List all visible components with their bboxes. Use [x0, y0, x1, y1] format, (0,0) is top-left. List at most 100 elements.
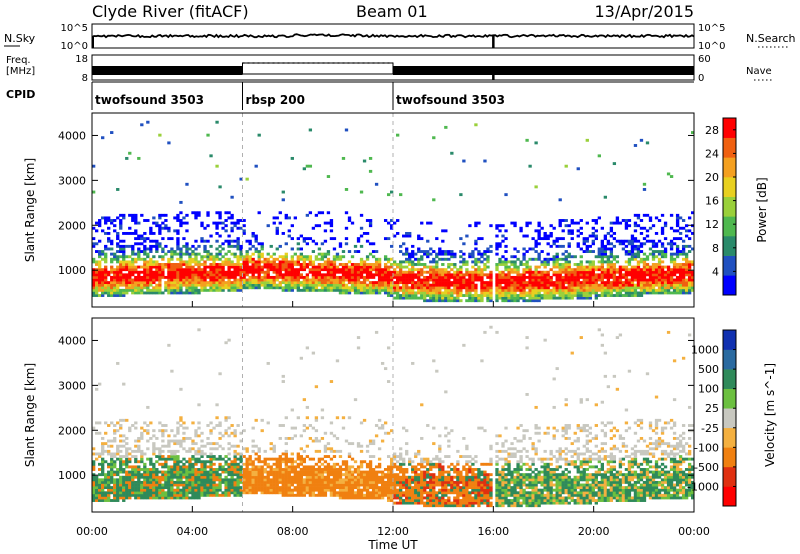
power-cell — [669, 213, 674, 217]
power-cell — [179, 265, 183, 269]
velocity-cell — [164, 465, 168, 469]
power-cell — [483, 268, 487, 272]
power-cell — [549, 283, 553, 287]
power-cell — [227, 211, 231, 215]
power-cell — [690, 260, 695, 264]
power-cell — [287, 283, 291, 287]
velocity-cell — [107, 473, 111, 477]
power-cell — [606, 281, 611, 285]
power-cell — [459, 250, 463, 253]
velocity-cell — [221, 468, 225, 471]
power-cell — [516, 275, 520, 279]
y-tick-label: 1000 — [58, 264, 86, 277]
velocity-cell — [227, 493, 231, 497]
power-cell — [149, 281, 153, 285]
power-cell — [161, 237, 165, 241]
velocity-cell — [224, 416, 228, 420]
power-cell — [654, 291, 659, 295]
velocity-cell — [164, 486, 168, 490]
velocity-cell — [290, 426, 294, 430]
power-cell — [122, 268, 126, 272]
power-cell — [248, 242, 252, 246]
power-cell — [669, 270, 674, 274]
power-cell — [101, 252, 105, 256]
power-cell — [362, 286, 367, 290]
power-cell — [95, 294, 99, 297]
power-cell — [263, 275, 267, 279]
power-cell — [663, 288, 668, 292]
power-cell — [179, 268, 183, 272]
power-cell — [332, 273, 337, 277]
power-cell — [197, 244, 201, 248]
power-cell — [176, 216, 180, 220]
power-cell — [92, 260, 96, 264]
power-cell — [621, 288, 626, 292]
power-cell — [423, 281, 427, 285]
power-cell — [474, 286, 478, 290]
power-cell — [453, 252, 457, 256]
power-cell — [564, 255, 568, 259]
power-cell — [543, 291, 547, 295]
velocity-cell — [293, 475, 297, 479]
power-cell — [639, 268, 644, 272]
power-cell — [212, 283, 216, 287]
power-cell — [155, 283, 159, 287]
power-cell — [332, 275, 337, 279]
power-cell — [411, 283, 415, 287]
velocity-cell — [227, 480, 231, 484]
power-cell — [555, 283, 559, 287]
power-cell — [633, 247, 638, 251]
velocity-cell — [260, 460, 264, 464]
power-cell — [438, 296, 442, 300]
beam-title: Beam 01 — [356, 2, 428, 21]
velocity-cell — [101, 449, 105, 453]
velocity-cell — [290, 480, 294, 484]
velocity-cell — [206, 478, 210, 482]
power-cell — [669, 278, 674, 282]
power-cell — [122, 275, 126, 279]
power-cell — [462, 294, 466, 297]
power-cell — [570, 286, 574, 290]
power-cell — [98, 239, 102, 243]
velocity-cell — [257, 470, 261, 474]
power-cell — [350, 281, 355, 285]
power-cell — [353, 288, 358, 292]
velocity-cell — [140, 457, 144, 461]
power-cell — [323, 252, 328, 256]
power-cell — [284, 281, 288, 285]
velocity-cell — [197, 457, 201, 461]
power-cell — [432, 291, 436, 295]
power-cell — [230, 260, 234, 264]
power-cell — [645, 273, 650, 277]
power-cell — [368, 283, 373, 287]
velocity-cell — [203, 473, 207, 477]
velocity-cell — [110, 468, 114, 471]
power-cell — [242, 281, 246, 285]
velocity-cell — [116, 444, 120, 448]
power-cell — [134, 237, 138, 241]
power-cell — [329, 237, 334, 241]
power-cell — [471, 250, 475, 253]
power-cell — [323, 275, 328, 279]
power-cell — [501, 278, 505, 282]
power-cell — [215, 265, 219, 269]
velocity-cell — [188, 480, 192, 484]
power-cell — [690, 263, 695, 266]
power-cell — [408, 291, 412, 295]
power-cell — [104, 286, 108, 290]
velocity-cell — [92, 486, 96, 490]
power-cell — [386, 270, 391, 274]
power-cell — [194, 216, 198, 220]
velocity-cell — [188, 465, 192, 469]
power-cell — [161, 275, 165, 279]
power-cell — [591, 275, 595, 279]
power-cell — [612, 244, 617, 248]
power-cell — [290, 265, 294, 269]
power-cell — [137, 221, 141, 225]
power-cell — [281, 273, 285, 277]
velocity-cell — [272, 468, 276, 471]
power-cell — [627, 257, 632, 261]
velocity-cell — [317, 473, 322, 477]
power-cell — [290, 281, 294, 285]
power-cell — [495, 244, 499, 248]
